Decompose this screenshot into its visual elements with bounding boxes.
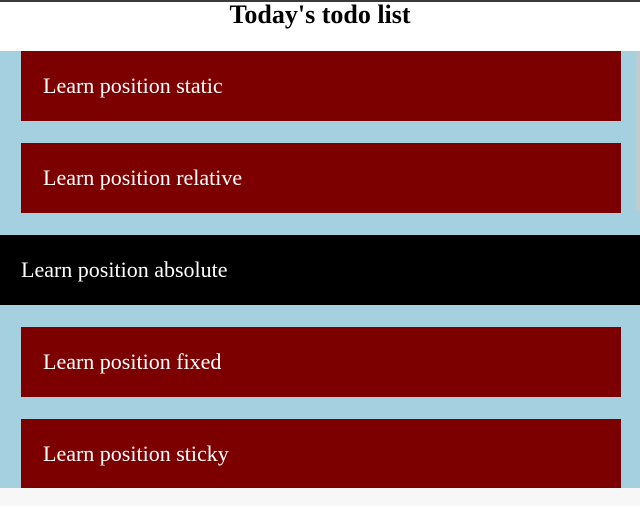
scrollbar[interactable] [636,51,640,211]
todo-item-sticky: Learn position sticky [21,419,621,488]
page-bottom [0,488,640,506]
todo-list[interactable]: Learn position static Learn position rel… [0,51,640,488]
page-title: Today's todo list [229,0,411,29]
todo-item-fixed: Learn position fixed [21,327,621,397]
todo-item-relative: Learn position relative [21,143,621,213]
todo-item-absolute: Learn position absolute [0,235,640,305]
todo-item-static: Learn position static [21,51,621,121]
page-header: Today's todo list [0,0,640,51]
